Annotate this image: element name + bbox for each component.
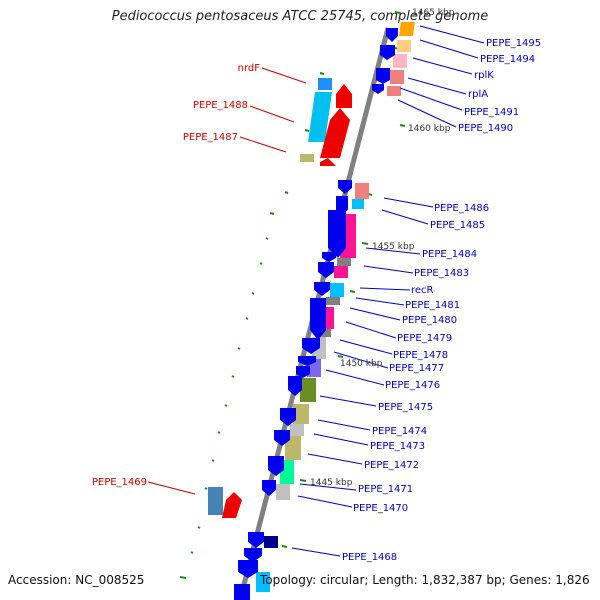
gene-label[interactable]: PEPE_1488 (193, 100, 248, 111)
scale-label: 1445 kbp (310, 478, 353, 488)
leader-lines-right (291, 25, 485, 557)
gene-label[interactable]: PEPE_1487 (183, 132, 238, 143)
gene-small-tan (300, 154, 314, 162)
gene-labels-left: nrdF PEPE_1488 PEPE_1487 PEPE_1469 (92, 63, 260, 488)
gene-label[interactable]: rplA (468, 89, 488, 100)
gene-label[interactable]: PEPE_1490 (458, 123, 513, 134)
gene-label[interactable]: PEPE_1479 (397, 333, 452, 344)
gene-label[interactable]: PEPE_1476 (385, 380, 440, 391)
scale-label: 1450 kbp (340, 359, 383, 369)
accession-text: Accession: NC_008525 (8, 573, 145, 587)
gene-label[interactable]: nrdF (238, 63, 261, 74)
gene-label[interactable]: PEPE_1485 (430, 220, 485, 231)
gene-label[interactable]: PEPE_1477 (389, 363, 444, 374)
gene-small-red (320, 158, 336, 166)
gene-label[interactable]: PEPE_1481 (405, 300, 460, 311)
forward-strand-arrows (234, 28, 398, 600)
gene-label[interactable]: PEPE_1483 (414, 268, 469, 279)
gene-PEPE_1488 (308, 92, 332, 142)
topology-text: Topology: circular; Length: 1,832,387 bp… (260, 573, 590, 587)
reverse-strand-genes (208, 78, 352, 518)
gene-label[interactable]: PEPE_1474 (372, 426, 427, 437)
gene-label[interactable]: PEPE_1472 (364, 460, 419, 471)
gene-nrdF-red (336, 84, 352, 108)
gene-label[interactable]: PEPE_1468 (342, 552, 397, 563)
gene-label[interactable]: recR (411, 285, 434, 296)
gene-label[interactable]: PEPE_1475 (378, 402, 433, 413)
gene-label[interactable]: PEPE_1470 (353, 503, 408, 514)
scale-labels: 1465 kbp 1460 kbp 1455 kbp 1450 kbp 1445… (310, 8, 455, 488)
gene-label[interactable]: PEPE_1471 (358, 484, 413, 495)
gene-PEPE_1487 (320, 108, 350, 158)
gene-label[interactable]: rplK (474, 70, 494, 81)
gene-label[interactable]: PEPE_1469 (92, 477, 147, 488)
gene-label[interactable]: PEPE_1478 (393, 350, 448, 361)
gene-label[interactable]: PEPE_1494 (480, 54, 535, 65)
scale-label: 1460 kbp (408, 124, 451, 134)
gene-label[interactable]: PEPE_1491 (464, 107, 519, 118)
leader-lines-left (147, 67, 307, 495)
gene-nrdF (318, 78, 332, 90)
scale-label: 1455 kbp (372, 242, 415, 252)
map-title: Pediococcus pentosaceus ATCC 25745, comp… (111, 9, 489, 24)
gene-label[interactable]: PEPE_1495 (486, 38, 541, 49)
gene-label[interactable]: PEPE_1480 (402, 315, 457, 326)
gene-PEPE_1469-a (208, 487, 223, 515)
gene-PEPE_1469-b (222, 492, 242, 518)
gene-label[interactable]: PEPE_1473 (370, 441, 425, 452)
gene-label[interactable]: PEPE_1486 (434, 203, 489, 214)
outer-tick-track (179, 72, 325, 579)
gene-label[interactable]: PEPE_1484 (422, 249, 477, 260)
gene-labels-right: PEPE_1495 PEPE_1494 rplK rplA PEPE_1491 … (342, 38, 541, 563)
scale-label: 1465 kbp (412, 8, 455, 18)
